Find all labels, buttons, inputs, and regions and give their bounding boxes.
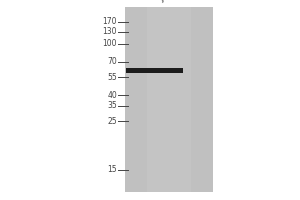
Bar (126, 68, 183, 72)
Text: 170: 170 (103, 18, 117, 26)
Bar (125, 7, 213, 192)
Text: Jurkat: Jurkat (157, 0, 181, 3)
Text: 35: 35 (107, 102, 117, 110)
Text: 15: 15 (107, 166, 117, 174)
Text: 25: 25 (107, 116, 117, 126)
Text: 130: 130 (103, 27, 117, 36)
Text: 40: 40 (107, 90, 117, 99)
Bar (147, 7, 191, 192)
Text: 70: 70 (107, 58, 117, 66)
Text: 55: 55 (107, 72, 117, 82)
Text: 100: 100 (103, 40, 117, 48)
